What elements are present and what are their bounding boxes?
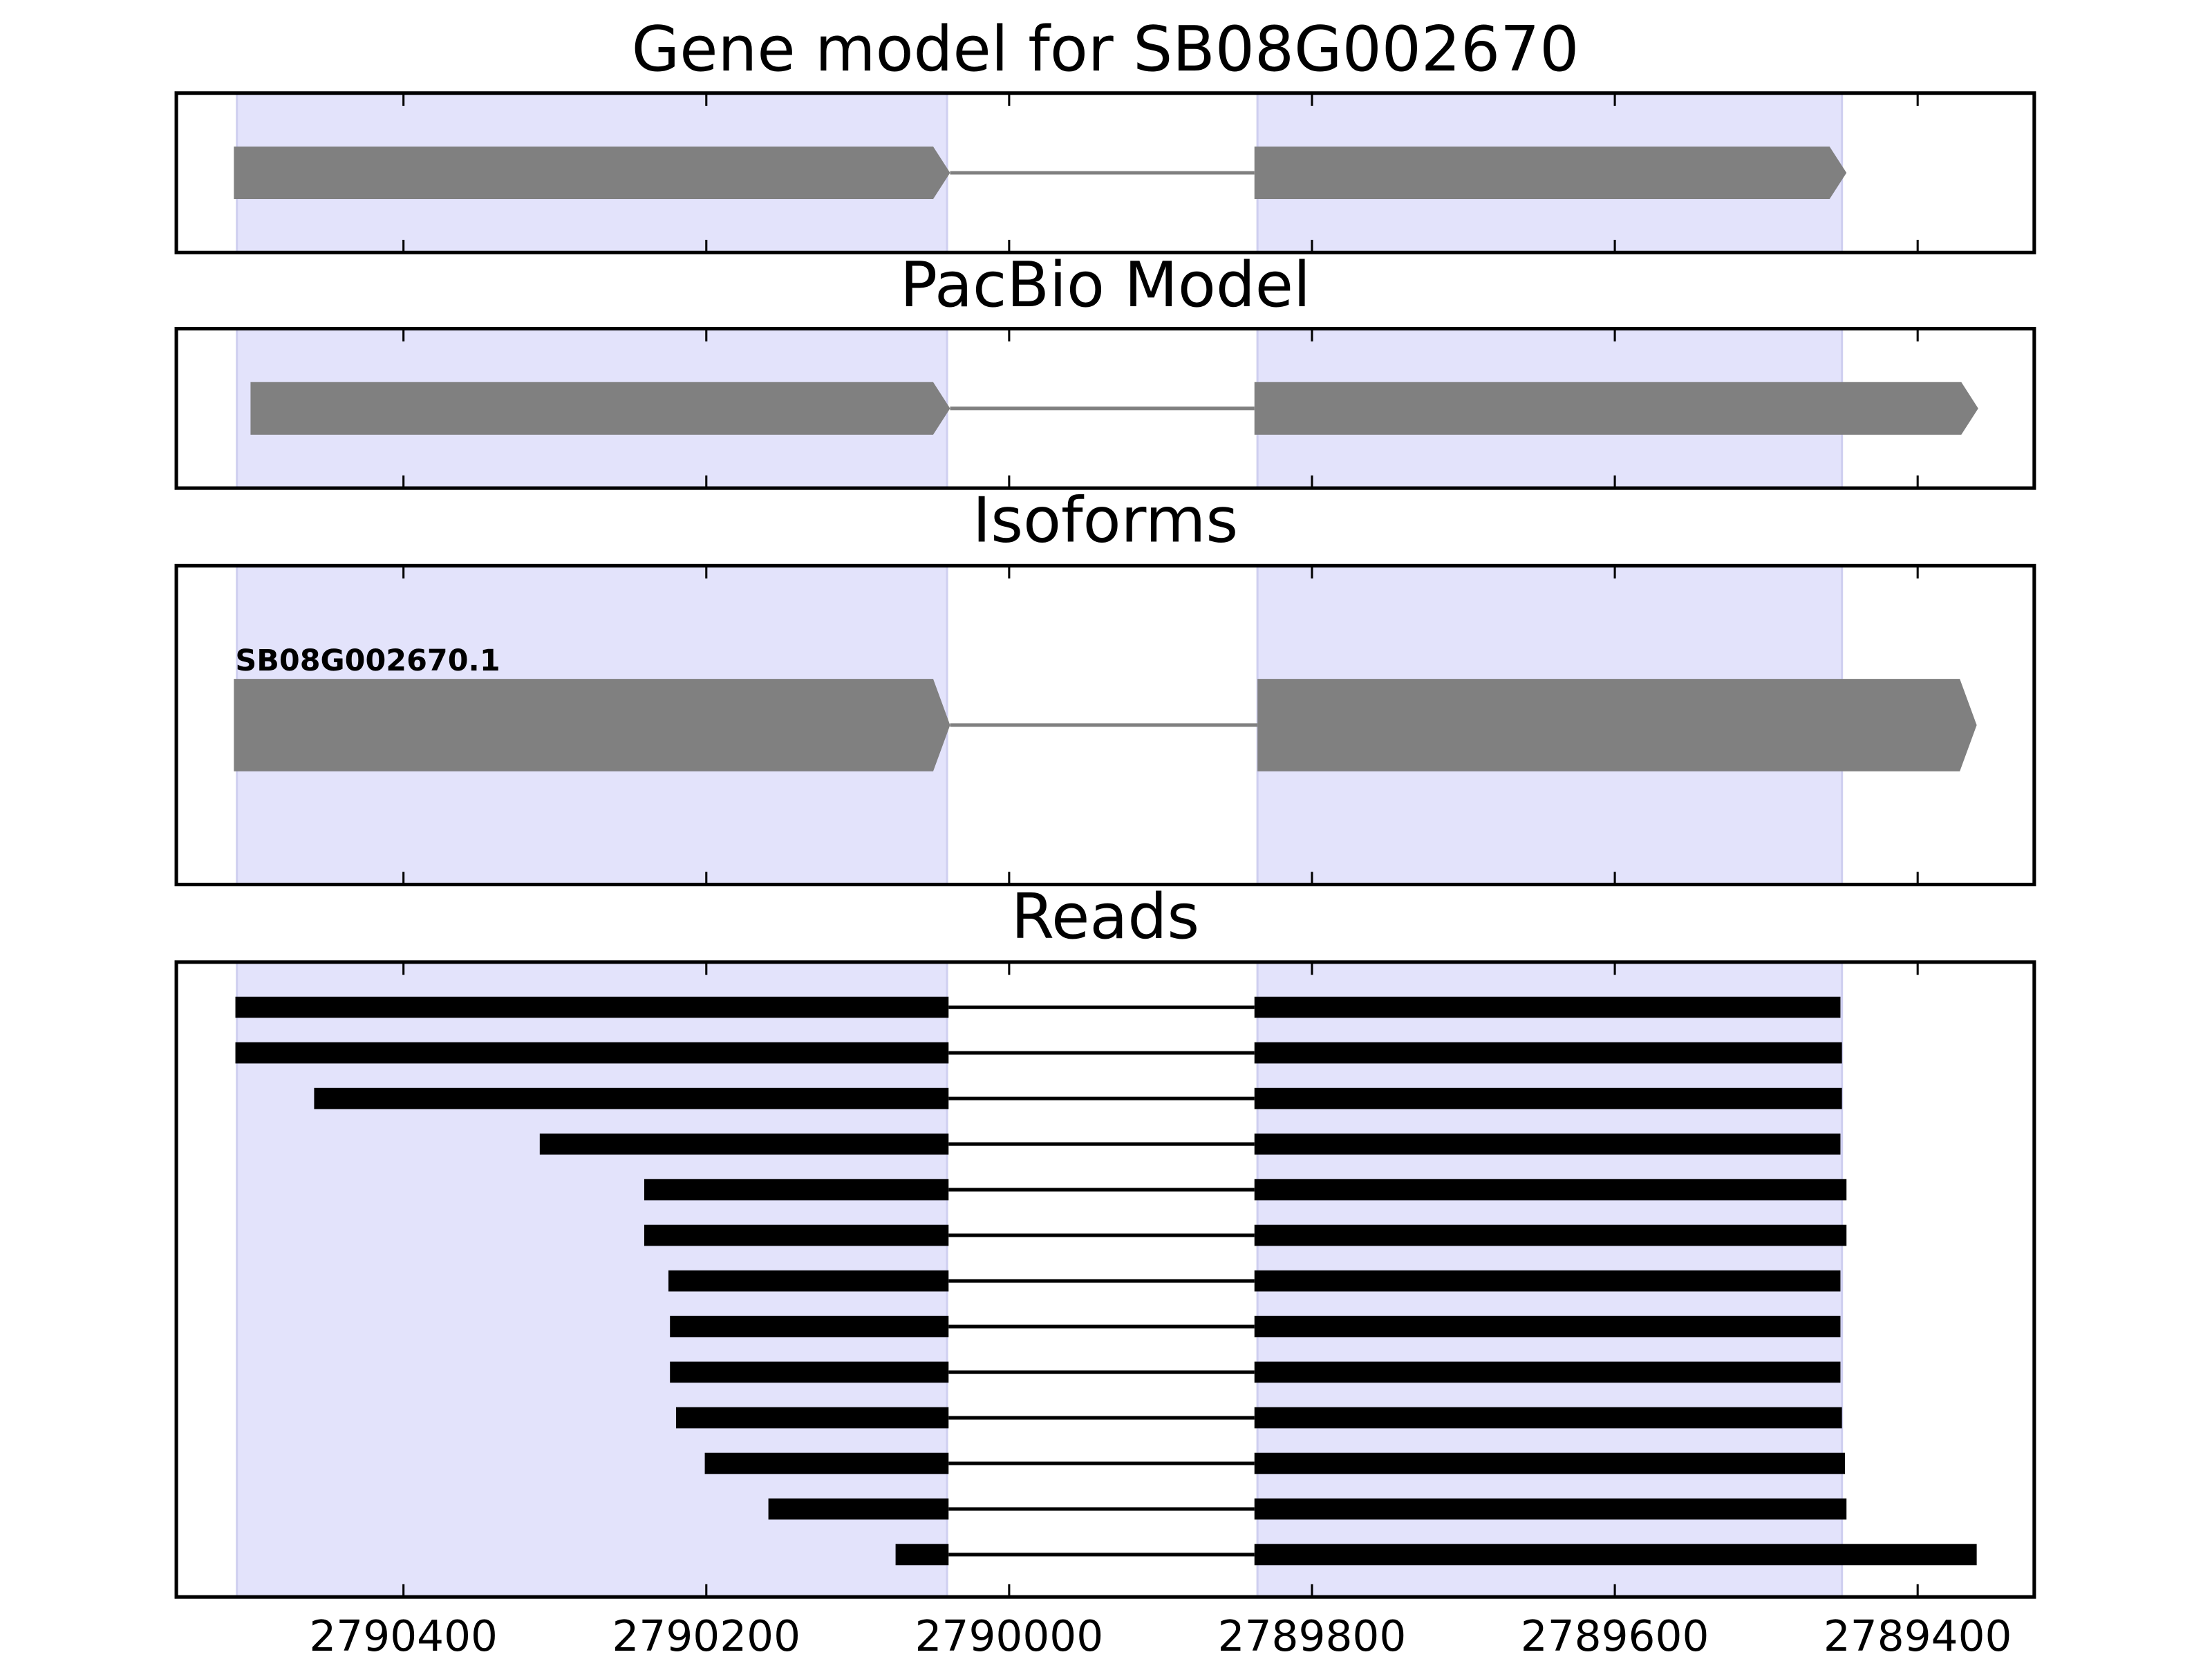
read-exon	[1254, 1407, 1842, 1429]
read-exon	[1254, 1452, 1846, 1474]
x-tick-label: 2790200	[612, 1612, 800, 1659]
read-exon	[314, 1087, 949, 1109]
read-exon	[1254, 1544, 1977, 1566]
x-tick-label: 2790000	[915, 1612, 1104, 1659]
read-exon	[1254, 1133, 1841, 1155]
exon	[1254, 382, 1978, 435]
panel-frame	[174, 326, 2036, 490]
x-tick-label: 2789800	[1218, 1612, 1407, 1659]
panel-title: Isoforms	[973, 485, 1238, 557]
read-exon	[675, 1407, 949, 1429]
read-exon	[1254, 1315, 1841, 1338]
read-exon	[704, 1452, 949, 1474]
x-tick-label: 2789600	[1521, 1612, 1709, 1659]
read-exon	[1254, 1270, 1841, 1292]
read-exon	[1254, 996, 1841, 1018]
exon	[234, 146, 950, 200]
panel-title: Gene model for SB08G002670	[632, 14, 1580, 86]
read-exon	[1254, 1224, 1847, 1246]
read-exon	[668, 1270, 949, 1292]
panel-frame	[174, 91, 2036, 254]
panel-title: Reads	[1011, 881, 1199, 953]
read-exon	[1254, 1042, 1842, 1064]
read-exon	[539, 1133, 949, 1155]
read-exon	[1254, 1498, 1847, 1520]
exon	[1257, 679, 1977, 771]
read-exon	[670, 1361, 949, 1383]
read-exon	[235, 996, 949, 1018]
read-exon	[768, 1498, 949, 1520]
exon	[1254, 146, 1847, 200]
exon	[250, 382, 950, 435]
panel-frame	[174, 960, 2036, 1599]
read-exon	[1254, 1361, 1841, 1383]
read-exon	[1254, 1087, 1842, 1109]
x-tick-label: 2790400	[309, 1612, 498, 1659]
x-tick-label: 2789400	[1824, 1612, 2012, 1659]
read-exon	[1254, 1179, 1847, 1201]
panel-frame	[174, 563, 2036, 887]
exon	[234, 679, 950, 771]
read-exon	[644, 1224, 949, 1246]
panel-title: PacBio Model	[900, 250, 1311, 321]
read-exon	[235, 1042, 949, 1064]
read-exon	[644, 1179, 949, 1201]
isoform-label: SB08G002670.1	[235, 644, 500, 678]
read-exon	[895, 1544, 949, 1566]
read-exon	[670, 1315, 949, 1338]
